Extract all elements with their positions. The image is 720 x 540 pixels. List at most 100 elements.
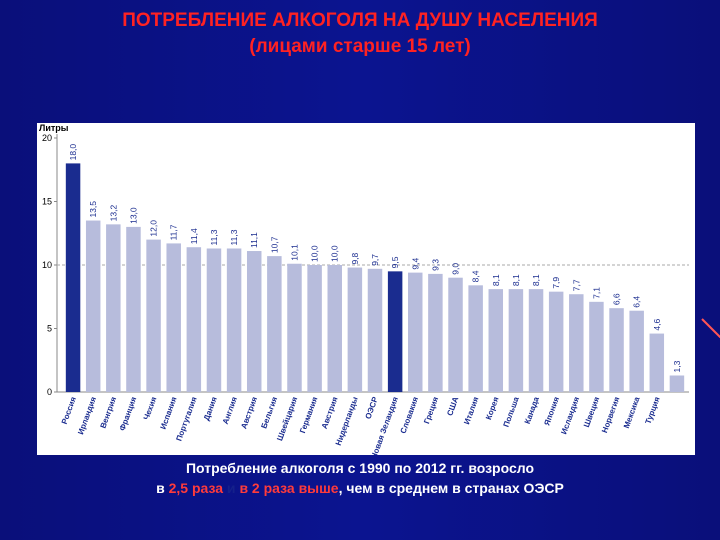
bar-value-label: 9,0 [451,263,461,275]
category-label: Швеция [582,395,601,428]
bar [408,272,423,392]
bar [649,333,665,392]
bar-value-label: 10,7 [269,236,279,253]
bar [669,375,685,392]
decorative-accent-line [701,318,720,339]
bar-value-label: 8,1 [511,274,521,286]
bar-value-label: 13,0 [128,207,138,224]
category-label: Швейцария [275,395,299,442]
bar [85,220,101,392]
bar-value-label: 13,5 [88,201,98,218]
bar [387,271,403,392]
bar [287,263,302,392]
bar-value-label: 9,4 [410,258,420,270]
category-label: Германия [298,395,320,434]
chart-subtitle: (лицами старше 15 лет) [249,36,471,57]
bar [428,273,443,392]
bar [508,289,524,392]
bar-value-label: 10,0 [330,245,340,262]
bar-value-label: 7,9 [551,277,561,289]
caption-mid: и [223,480,240,496]
bar [106,224,121,392]
bar-value-label: 9,3 [430,259,440,271]
caption-highlight-2: в 2 раза выше [239,480,339,496]
category-label: Ирландия [76,395,98,435]
bar-value-label: 10,0 [310,245,320,262]
bar-value-label: 13,2 [108,205,118,222]
bar [146,239,161,392]
category-label: Дания [202,395,219,421]
bar-value-label: 6,4 [632,296,642,308]
bar-value-label: 12,0 [149,220,159,237]
bar-value-label: 11,3 [209,229,219,245]
category-label: Венгрия [99,395,119,429]
category-label: США [445,395,460,417]
bar [347,267,363,392]
bar [488,289,504,392]
caption-pre: в [156,480,169,496]
bar [307,265,322,392]
bar [126,226,141,392]
category-label: Греция [422,395,440,425]
bar-value-label: 18,0 [68,144,78,161]
bar-value-label: 1,3 [672,360,682,372]
category-label: Словакия [399,395,421,435]
bar [327,265,342,392]
chart-panel: Литры 0 5 10 15 20 18,0 13,5 13,2 13,0 12,0 11,7 11,… [37,123,695,460]
category-label: Италия [462,395,480,425]
bar-value-label: 8,1 [531,274,541,286]
y-tick-label: 0 [47,387,52,397]
bar-chart: Литры 0 5 10 15 20 18,0 13,5 13,2 13,0 12,0 11,7 11,… [39,123,689,460]
category-label: ОЭСР [364,395,381,420]
category-label: Португалия [174,395,198,442]
bar [226,248,242,392]
category-label: Турция [644,395,662,425]
bar [468,285,483,392]
bar-value-label: 11,3 [229,229,239,245]
bar [448,277,463,392]
category-label: Норвегия [600,395,621,434]
bar-value-label: 8,1 [491,274,501,286]
bar [246,251,262,392]
bar [548,291,564,392]
bar-value-label: 4,6 [652,318,662,330]
y-axis-label: Литры [39,123,69,133]
bar [166,243,181,392]
bar-value-label: 10,1 [289,244,299,261]
chart-title: ПОТРЕБЛЕНИЕ АЛКОГОЛЯ НА ДУШУ НАСЕЛЕНИЯ [122,10,598,31]
bar [569,294,584,392]
category-label: Чехия [142,395,159,421]
caption-line-2: в 2,5 раза и в 2 раза выше, чем в средне… [0,478,720,498]
bar-value-label: 11,4 [189,228,199,244]
bar [589,301,604,392]
bar-value-label: 6,6 [612,293,622,305]
y-tick-label: 20 [42,133,52,143]
bar [186,247,202,392]
category-label: Канада [523,395,541,425]
category-label: Англия [221,395,239,425]
category-label: Исландия [559,395,581,435]
bar-value-label: 9,5 [390,256,400,268]
category-label: Россия [60,395,78,425]
category-label: Франция [118,395,139,432]
bar [528,289,544,392]
bar-value-label: 8,4 [471,270,481,282]
bar-value-label: 11,1 [249,232,259,248]
bar-value-label: 9,8 [350,252,360,264]
category-label: Корея [484,395,501,421]
caption-highlight-1: 2,5 раза [168,480,224,496]
y-tick-label: 15 [42,197,52,207]
category-label: Япония [542,395,561,426]
y-tick-label: 10 [42,260,52,270]
bar [367,268,383,392]
caption-line-1: Потребление алкоголя с 1990 по 2012 гг. … [185,460,535,476]
category-label: Австрия [239,395,259,430]
category-label: Австрия [320,395,340,430]
bar-value-label: 9,7 [370,254,380,266]
bar [267,256,282,392]
category-label: Польша [502,395,521,428]
bar [629,310,644,392]
caption-post: , чем в среднем в странах ОЭСР [338,480,564,496]
bar-value-label: 7,1 [591,287,601,299]
bar-value-label: 7,7 [571,279,581,291]
